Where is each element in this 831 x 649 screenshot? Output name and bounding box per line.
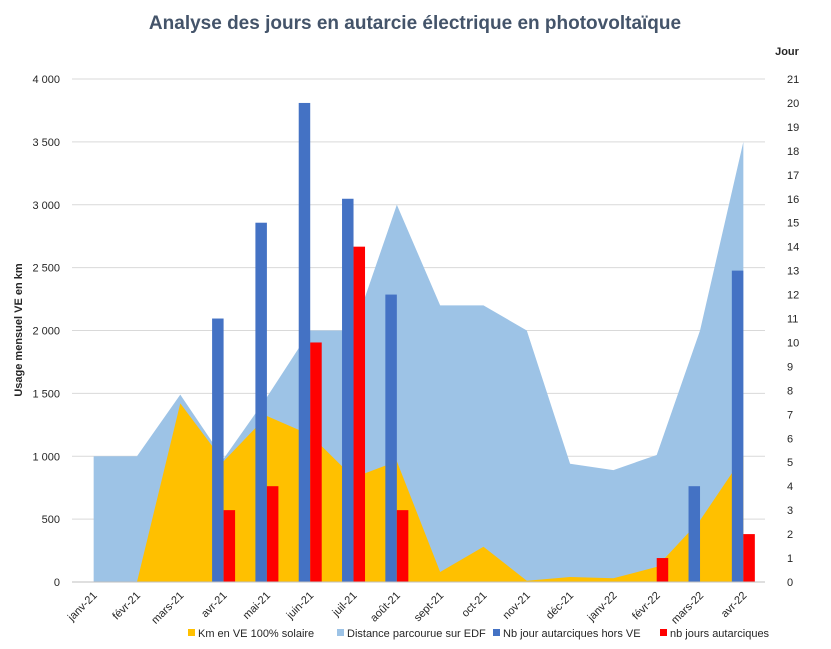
legend-swatch bbox=[188, 629, 195, 636]
y-tick-label: 1 000 bbox=[32, 451, 60, 463]
x-tick-label: déc-21 bbox=[544, 590, 576, 622]
y2-tick-label: 5 bbox=[787, 457, 793, 469]
y2-tick-label: 1 bbox=[787, 553, 793, 565]
x-tick-label: juin-21 bbox=[284, 590, 317, 623]
bar-red bbox=[743, 534, 755, 582]
x-tick-label: oct-21 bbox=[459, 590, 489, 620]
x-tick-label: août-21 bbox=[368, 590, 403, 625]
y2-tick-label: 4 bbox=[787, 481, 793, 493]
bar-series bbox=[212, 102, 755, 582]
y2-tick-label: 18 bbox=[787, 146, 799, 158]
x-tick-label: sept-21 bbox=[412, 590, 446, 624]
bar-blue bbox=[212, 318, 224, 582]
y2-tick-label: 19 bbox=[787, 122, 799, 134]
y2-tick-label: 7 bbox=[787, 409, 793, 421]
bar-blue bbox=[385, 294, 397, 582]
bar-red bbox=[223, 510, 236, 582]
bar-blue bbox=[298, 102, 311, 582]
bar-red bbox=[353, 246, 366, 582]
y2-tick-label: 3 bbox=[787, 505, 793, 517]
x-tick-label: juil-21 bbox=[330, 590, 360, 620]
y2-tick-label: 0 bbox=[787, 577, 793, 589]
bar-red bbox=[310, 342, 322, 582]
y2-tick-label: 15 bbox=[787, 218, 799, 230]
y-axis-title: Usage mensuel VE en km bbox=[13, 263, 25, 396]
bar-blue bbox=[688, 486, 701, 582]
y-tick-label: 500 bbox=[42, 514, 60, 526]
x-tick-label: févr-22 bbox=[630, 590, 663, 623]
area-series bbox=[93, 141, 744, 582]
x-tick-label: janv-21 bbox=[65, 590, 100, 625]
x-tick-label: avr-21 bbox=[199, 590, 230, 621]
y2-tick-label: 17 bbox=[787, 170, 799, 182]
legend: Km en VE 100% solaire Distance parcourue … bbox=[188, 628, 770, 640]
x-tick-label: mars-21 bbox=[149, 590, 186, 627]
y2-tick-label: 16 bbox=[787, 194, 799, 206]
y2-tick-label: 9 bbox=[787, 361, 793, 373]
y2-tick-label: 14 bbox=[787, 242, 799, 254]
y2-tick-label: 2 bbox=[787, 529, 793, 541]
legend-entry: Distance parcourue sur EDF bbox=[347, 628, 486, 640]
legend-entry: nb jours autarciques bbox=[670, 628, 770, 640]
chart-title: Analyse des jours en autarcie électrique… bbox=[149, 13, 681, 34]
x-tick-label: avr-22 bbox=[719, 590, 750, 621]
x-tick-label: févr-21 bbox=[110, 590, 143, 623]
y2-axis-title: Jour bbox=[775, 46, 800, 58]
y-tick-label: 2 000 bbox=[32, 326, 60, 338]
legend-entry: Nb jour autarciques hors VE bbox=[503, 628, 641, 640]
y2-tick-label: 21 bbox=[787, 74, 799, 86]
y2-tick-label: 12 bbox=[787, 290, 799, 302]
y2-tick-label: 20 bbox=[787, 98, 799, 110]
y2-tick-label: 11 bbox=[787, 314, 798, 326]
x-tick-label: janv-22 bbox=[585, 590, 620, 625]
bar-blue bbox=[731, 270, 744, 582]
y-tick-label: 2 500 bbox=[32, 263, 60, 275]
bar-blue bbox=[255, 222, 267, 582]
x-tick-label: mai-21 bbox=[241, 590, 273, 622]
y2-tick-label: 6 bbox=[787, 433, 793, 445]
bar-red bbox=[396, 510, 409, 582]
y-tick-label: 3 500 bbox=[32, 137, 60, 149]
legend-swatch bbox=[337, 629, 344, 636]
legend-entry: Km en VE 100% solaire bbox=[198, 628, 314, 640]
bar-red bbox=[266, 486, 279, 582]
y-tick-label: 4 000 bbox=[32, 74, 60, 86]
y2-tick-label: 8 bbox=[787, 385, 793, 397]
bar-blue bbox=[342, 198, 354, 582]
y-tick-label: 0 bbox=[54, 577, 60, 589]
bar-red bbox=[656, 558, 669, 582]
y2-tick-label: 13 bbox=[787, 266, 799, 278]
x-tick-label: mars-22 bbox=[669, 590, 706, 627]
y2-tick-label: 10 bbox=[787, 337, 799, 349]
legend-swatch bbox=[660, 629, 667, 636]
y-tick-label: 3 000 bbox=[32, 200, 60, 212]
legend-swatch bbox=[493, 629, 500, 636]
x-tick-label: nov-21 bbox=[501, 590, 533, 622]
y-tick-label: 1 500 bbox=[32, 388, 60, 400]
